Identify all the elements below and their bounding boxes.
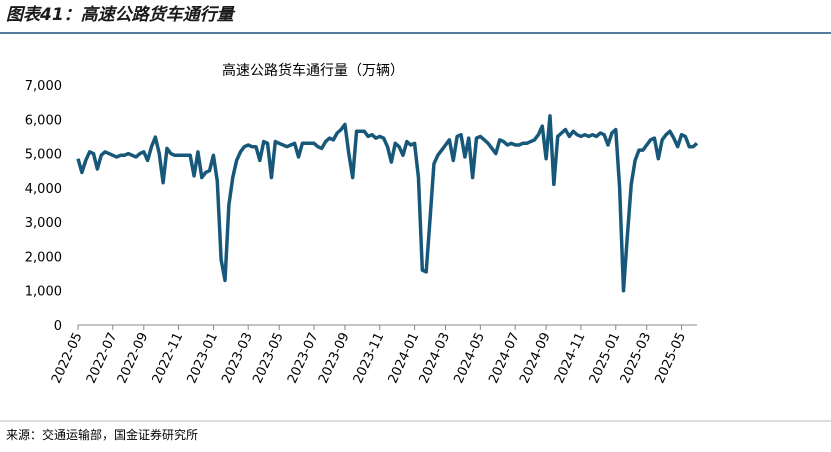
series-line: [76, 114, 699, 293]
chart-title: 高速公路货车通行量（万辆）: [222, 62, 404, 79]
x-tick-label: 2023-09: [316, 330, 353, 386]
y-tick-label: 0: [54, 319, 62, 334]
x-tick-label: 2023-01: [184, 330, 221, 386]
y-tick-label: 6,000: [25, 113, 62, 128]
x-tick-label: 2023-05: [250, 330, 287, 386]
x-tick-label: 2025-03: [618, 330, 655, 386]
x-tick-label: 2024-03: [417, 330, 454, 386]
x-tick-label: 2022-11: [150, 330, 187, 386]
x-tick-label: 2024-09: [517, 330, 554, 386]
y-tick-label: 3,000: [25, 216, 62, 231]
header-title: 图表41：高速公路货车通行量: [6, 5, 236, 25]
y-tick-label: 5,000: [25, 148, 62, 163]
y-tick-label: 7,000: [25, 79, 62, 94]
x-tick-label: 2025-05: [653, 330, 690, 386]
y-tick-label: 4,000: [25, 182, 62, 197]
y-tick-label: 2,000: [25, 250, 62, 265]
x-tick-label: 2024-11: [552, 330, 589, 386]
y-tick-label: 1,000: [25, 285, 62, 300]
x-tick-label: 2023-11: [351, 330, 388, 386]
footer-source: 来源：交通运输部，国金证券研究所: [6, 427, 198, 442]
x-tick-label: 2022-09: [115, 330, 152, 386]
x-tick-label: 2022-05: [49, 330, 86, 386]
x-tick-label: 2024-05: [451, 330, 488, 386]
